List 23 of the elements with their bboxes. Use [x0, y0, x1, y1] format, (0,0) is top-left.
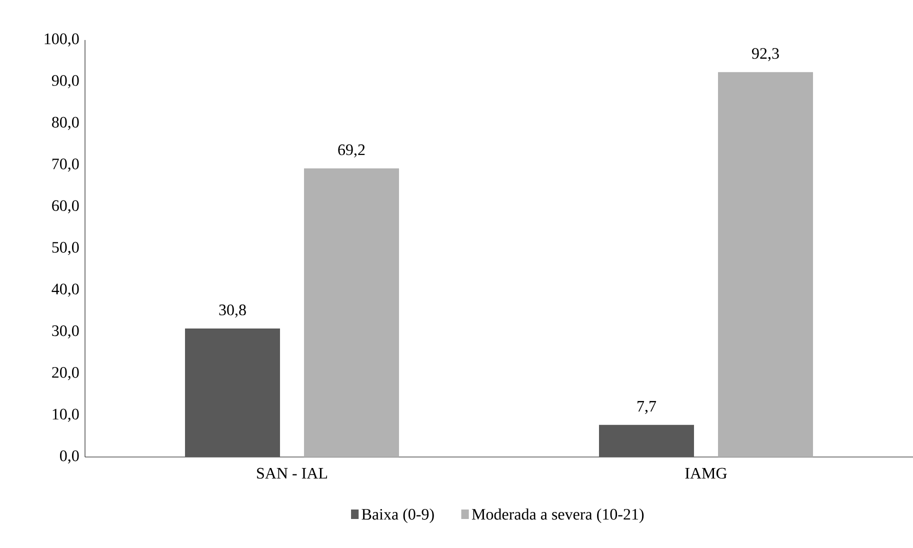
- x-tick-label: SAN - IAL: [257, 468, 328, 479]
- y-tick-label: 80,0: [52, 116, 79, 130]
- y-tick-label: 0,0: [60, 450, 79, 464]
- bar: [304, 168, 400, 457]
- y-tick-label: 50,0: [52, 242, 79, 256]
- data-label: 69,2: [338, 144, 365, 158]
- data-label: 7,7: [638, 401, 656, 414]
- y-tick-label: 40,0: [52, 284, 79, 297]
- bar: [185, 328, 280, 457]
- bar: [718, 72, 814, 457]
- y-tick-label: 60,0: [52, 200, 79, 214]
- y-tick-label: 20,0: [52, 367, 79, 380]
- x-tick-label: IAMG: [685, 468, 727, 479]
- legend-label: Moderada a severa (10-21): [472, 508, 644, 523]
- y-tick-label: 90,0: [52, 75, 79, 88]
- bar: [599, 424, 694, 457]
- y-tick-label: 30,0: [52, 325, 79, 338]
- data-label: 30,8: [219, 304, 246, 318]
- legend-label: Baixa (0-9): [362, 508, 434, 523]
- y-tick-label: 10,0: [52, 408, 79, 422]
- y-tick-label: 100,0: [44, 33, 79, 47]
- y-tick-label: 70,0: [52, 158, 79, 172]
- data-label: 92,3: [752, 48, 779, 62]
